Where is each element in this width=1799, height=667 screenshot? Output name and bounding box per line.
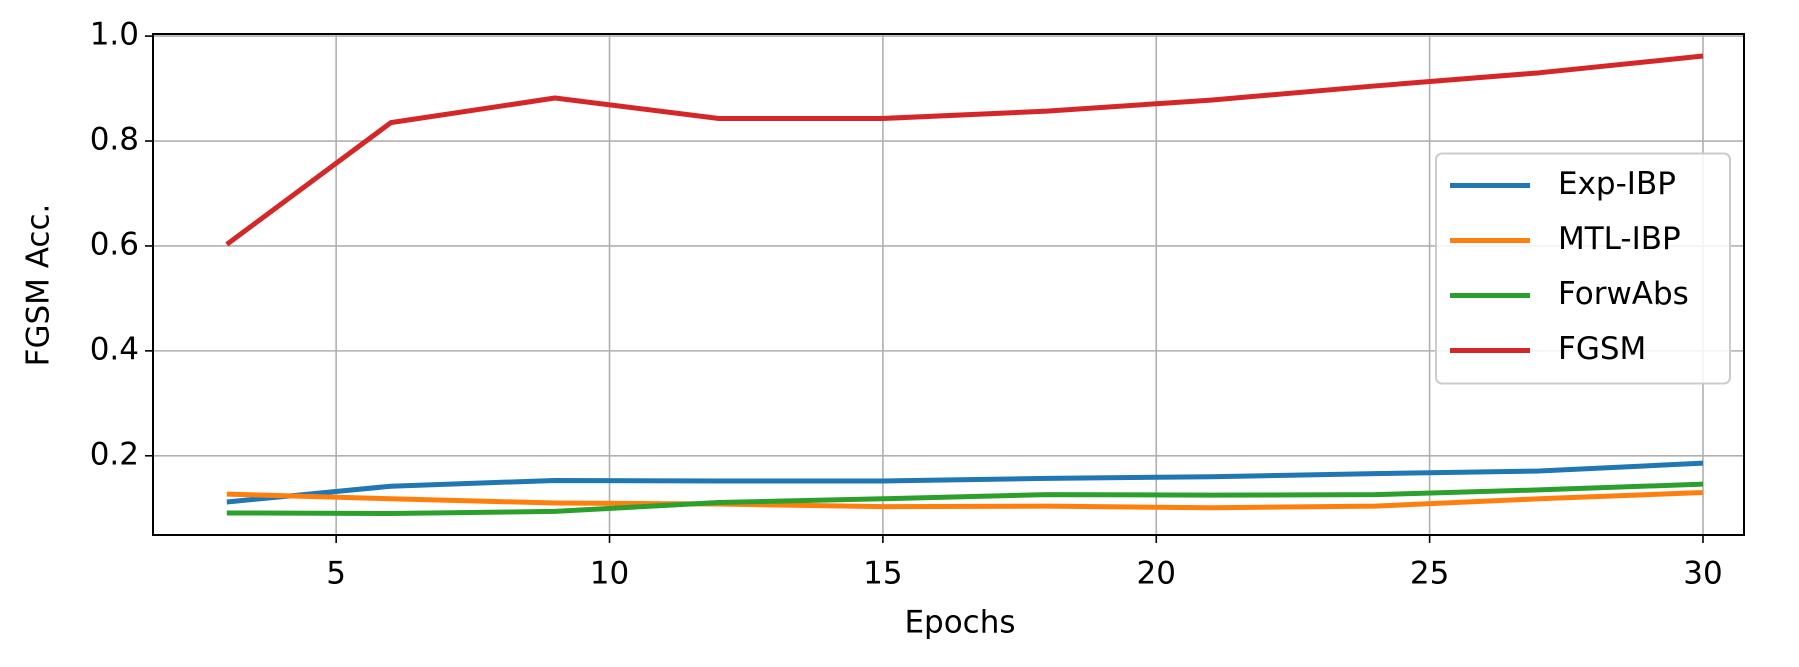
x-tick-label: 10 <box>590 556 629 592</box>
x-tick-label: 30 <box>1683 556 1722 592</box>
x-axis-label: Epochs <box>904 605 1015 641</box>
x-tick-label: 20 <box>1137 556 1176 592</box>
series-line <box>226 490 1704 511</box>
series-line <box>225 53 1704 247</box>
legend-label: FGSM <box>1558 331 1646 367</box>
y-tick-label: 0.4 <box>90 331 139 367</box>
x-tick-label: 15 <box>863 556 902 592</box>
y-tick-label: 0.2 <box>90 436 139 472</box>
series-line <box>226 481 1704 516</box>
legend-label: ForwAbs <box>1558 276 1689 312</box>
y-tick-label: 1.0 <box>90 17 139 53</box>
plot-frame <box>152 33 1745 536</box>
y-tick-label: 0.8 <box>90 122 139 158</box>
y-tick-label: 0.6 <box>90 226 139 262</box>
legend-label: MTL-IBP <box>1558 221 1681 257</box>
x-tick-label: 25 <box>1410 556 1449 592</box>
series-line <box>226 460 1704 505</box>
legend: Exp-IBP MTL-IBP ForwAbs FGSM <box>1435 152 1731 385</box>
x-tick-label: 5 <box>326 556 346 592</box>
legend-box <box>1435 152 1731 385</box>
y-axis-label: FGSM Acc. <box>21 204 57 367</box>
legend-label: Exp-IBP <box>1558 166 1676 202</box>
